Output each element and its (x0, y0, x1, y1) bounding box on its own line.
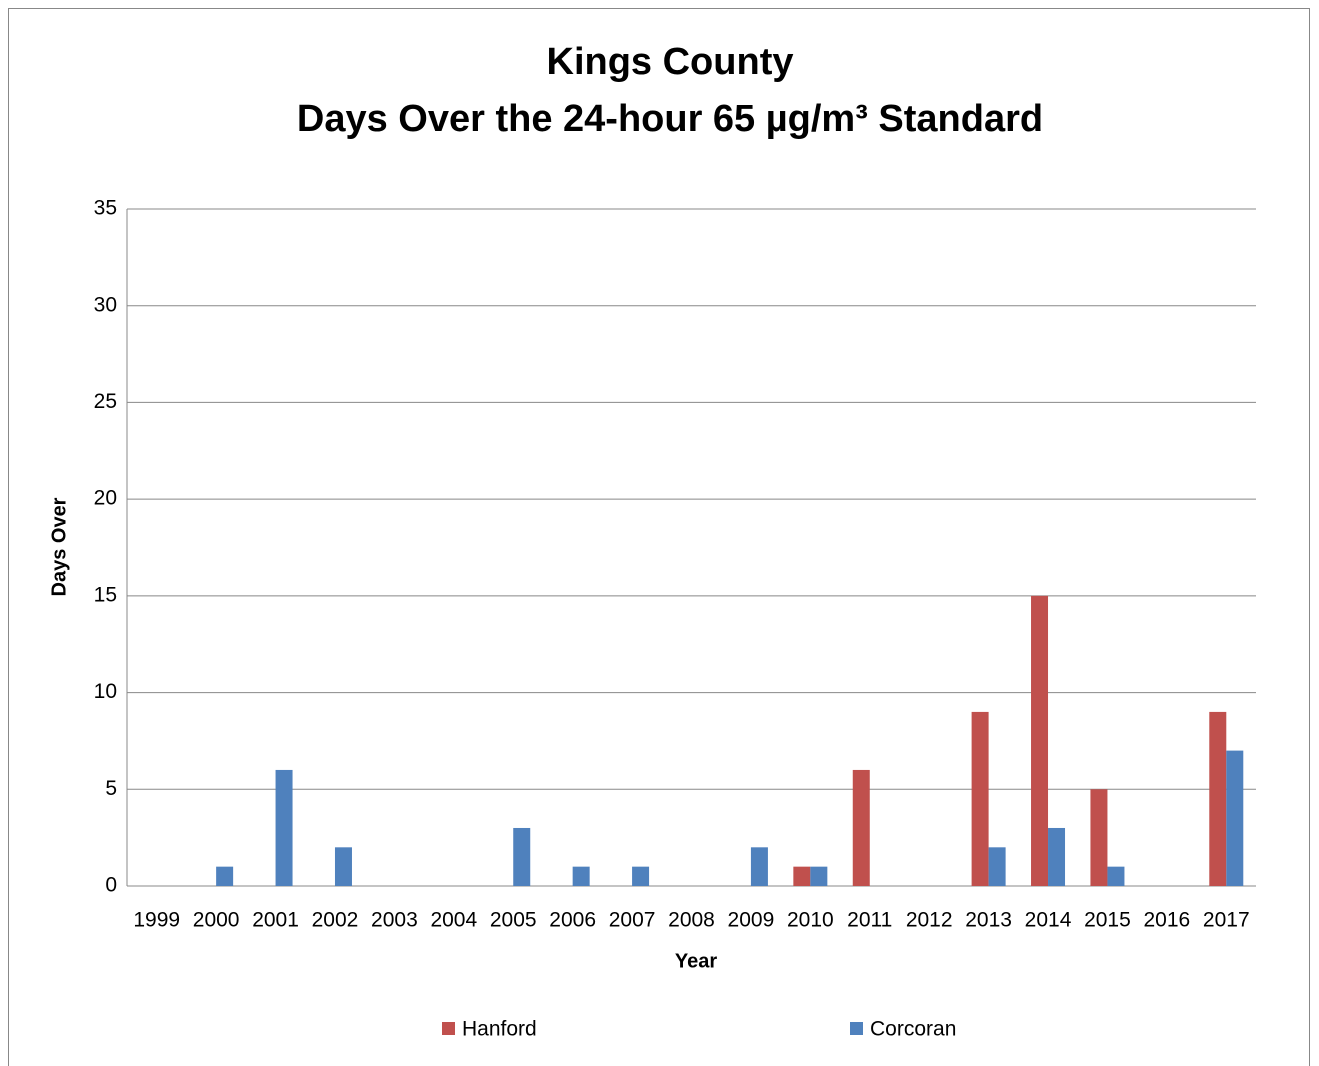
bar (971, 711, 989, 886)
y-tick-label: 15 (94, 583, 117, 606)
x-tick-label: 1999 (133, 909, 180, 932)
bar (513, 827, 531, 886)
legend-swatch (442, 1022, 455, 1035)
legend-swatch (850, 1022, 863, 1035)
bar (1226, 750, 1244, 886)
y-tick-label: 5 (105, 777, 117, 800)
x-tick-label: 2006 (549, 909, 596, 932)
chart-border (8, 8, 1310, 1066)
y-tick-label: 0 (105, 874, 117, 897)
bar (632, 866, 650, 886)
bar (852, 769, 870, 886)
y-axis-title: Days Over (48, 497, 70, 596)
y-tick-label: 30 (94, 293, 117, 316)
y-tick-label: 10 (94, 680, 117, 703)
bar (1048, 827, 1066, 886)
chart-subtitle: Days Over the 24-hour 65 µg/m³ Standard (297, 98, 1043, 140)
y-tick-label: 35 (94, 197, 117, 220)
x-axis-title: Year (675, 950, 717, 972)
x-tick-label: 2012 (906, 909, 953, 932)
legend-label: Corcoran (870, 1018, 956, 1041)
x-tick-label: 2017 (1203, 909, 1250, 932)
x-tick-label: 2002 (312, 909, 359, 932)
bar (216, 866, 234, 886)
y-tick-label: 20 (94, 487, 117, 510)
bar (275, 769, 293, 886)
x-tick-label: 2003 (371, 909, 418, 932)
x-tick-label: 2010 (787, 909, 834, 932)
y-tick-label: 25 (94, 390, 117, 413)
bar (1107, 866, 1125, 886)
bar (793, 866, 811, 886)
x-tick-label: 2013 (965, 909, 1012, 932)
x-tick-label: 2001 (252, 909, 299, 932)
bar (750, 847, 768, 886)
x-tick-label: 2016 (1144, 909, 1191, 932)
bar (810, 866, 828, 886)
bar (334, 847, 352, 886)
chart-title: Kings County (547, 41, 794, 83)
x-tick-label: 2005 (490, 909, 537, 932)
bar (1090, 789, 1108, 886)
x-tick-label: 2009 (728, 909, 775, 932)
x-tick-label: 2014 (1025, 909, 1072, 932)
x-tick-label: 2007 (609, 909, 656, 932)
x-tick-label: 2000 (193, 909, 240, 932)
legend-label: Hanford (462, 1018, 537, 1041)
bar (988, 847, 1006, 886)
bar (572, 866, 590, 886)
x-tick-label: 2015 (1084, 909, 1131, 932)
bar (1209, 711, 1227, 886)
x-tick-label: 2008 (668, 909, 715, 932)
x-tick-label: 2004 (430, 909, 477, 932)
x-tick-label: 2011 (847, 909, 892, 932)
bar (1031, 595, 1049, 886)
